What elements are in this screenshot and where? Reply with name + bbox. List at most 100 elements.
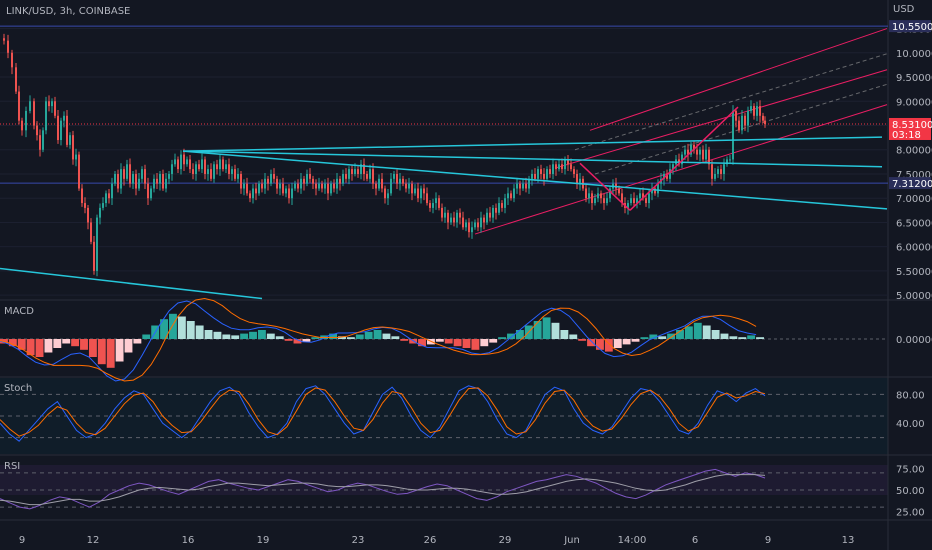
x-tick-label: 13 [842, 535, 855, 546]
macd-bar [142, 334, 151, 339]
candle-body [87, 207, 89, 223]
candle-body [66, 115, 68, 145]
macd-bar [471, 339, 480, 350]
candle-body [441, 207, 443, 218]
candle-body [177, 159, 179, 170]
candle-body [741, 115, 743, 131]
candle-body [330, 183, 332, 194]
trend-line [579, 162, 631, 211]
price-tag [889, 20, 931, 33]
candle-body [237, 173, 239, 179]
y-tick-label: 9.50000 [896, 73, 932, 84]
y-tick-label: 8.00000 [896, 146, 932, 157]
macd-bar [177, 316, 186, 339]
candle-body [606, 198, 608, 204]
candle-body [525, 183, 527, 189]
macd-bar [106, 339, 115, 368]
candle-body [11, 52, 13, 68]
candle-body [534, 173, 536, 179]
macd-bar [738, 337, 747, 339]
candle-body [423, 188, 425, 194]
candle-body [72, 135, 74, 160]
price-tag-label: 7.31200 [892, 179, 932, 190]
macd-bar [711, 330, 720, 339]
candle-body [222, 159, 224, 170]
candle-body [405, 183, 407, 189]
candle-body [489, 212, 491, 218]
candle-body [438, 198, 440, 208]
y-tick-label: 9.00000 [896, 97, 932, 108]
macd-bar [418, 339, 426, 347]
candle-body [96, 217, 98, 271]
macd-bar [186, 321, 195, 339]
candle-body [420, 188, 422, 199]
candle-body [351, 169, 353, 174]
candle-body [336, 178, 338, 189]
candle-body [258, 183, 260, 194]
x-tick-label: 6 [692, 535, 698, 546]
candle-body [69, 135, 71, 145]
candle-body [708, 149, 710, 165]
macd-bar [35, 339, 44, 357]
candle-body [396, 173, 398, 184]
symbol-title: LINK/USD, 3h, COINBASE [6, 6, 131, 17]
macd-bar [53, 339, 62, 348]
candle-body [486, 212, 488, 223]
macd-bar [498, 337, 507, 339]
candle-body [153, 178, 155, 189]
candle-body [120, 169, 122, 189]
candle-body [501, 203, 503, 208]
candle-body [630, 198, 632, 204]
candle-body [180, 154, 182, 170]
candle-body [684, 149, 686, 155]
candle-body [84, 203, 86, 208]
candle-body [693, 144, 695, 150]
candle-body [249, 193, 251, 199]
candle-body [381, 178, 383, 189]
candle-body [342, 173, 344, 184]
macd-bar [329, 333, 338, 339]
macd-bar [507, 333, 515, 339]
candle-body [57, 115, 59, 141]
candle-body [339, 178, 341, 184]
candle-body [99, 207, 101, 218]
candle-body [561, 164, 563, 170]
candle-body [39, 135, 41, 150]
macd-bar [213, 331, 222, 339]
candle-body [456, 212, 458, 223]
price-tag [889, 117, 931, 140]
candle-body [567, 159, 569, 165]
candle-body [165, 178, 167, 189]
macd-bar [364, 331, 373, 339]
candle-body [354, 169, 356, 174]
candle-body [522, 183, 524, 189]
macd-bar [569, 334, 578, 339]
candle-body [303, 178, 305, 184]
candle-body [552, 164, 554, 174]
candle-body [390, 178, 392, 194]
candle-body [63, 115, 65, 121]
candle-body [594, 198, 596, 204]
macd-bar [169, 313, 177, 339]
x-tick-label: 29 [499, 535, 512, 546]
candle-body [513, 188, 515, 199]
candle-body [192, 169, 194, 174]
candle-body [672, 164, 674, 170]
candle-body [231, 169, 233, 174]
candle-body [117, 173, 119, 189]
candle-body [564, 159, 566, 170]
macd-bar [311, 337, 320, 339]
candle-body [663, 173, 665, 179]
candle-body [651, 188, 653, 194]
candle-body [573, 169, 575, 174]
macd-bar [249, 331, 257, 339]
macd-bar [587, 339, 595, 347]
candle-body [444, 212, 446, 218]
candle-body [429, 203, 431, 208]
y-tick-label: 6.50000 [896, 218, 932, 229]
y-tick-label: 10.00000 [896, 49, 932, 60]
macd-signal-line [0, 297, 757, 382]
candle-body [666, 173, 668, 179]
candle-body [378, 178, 380, 189]
